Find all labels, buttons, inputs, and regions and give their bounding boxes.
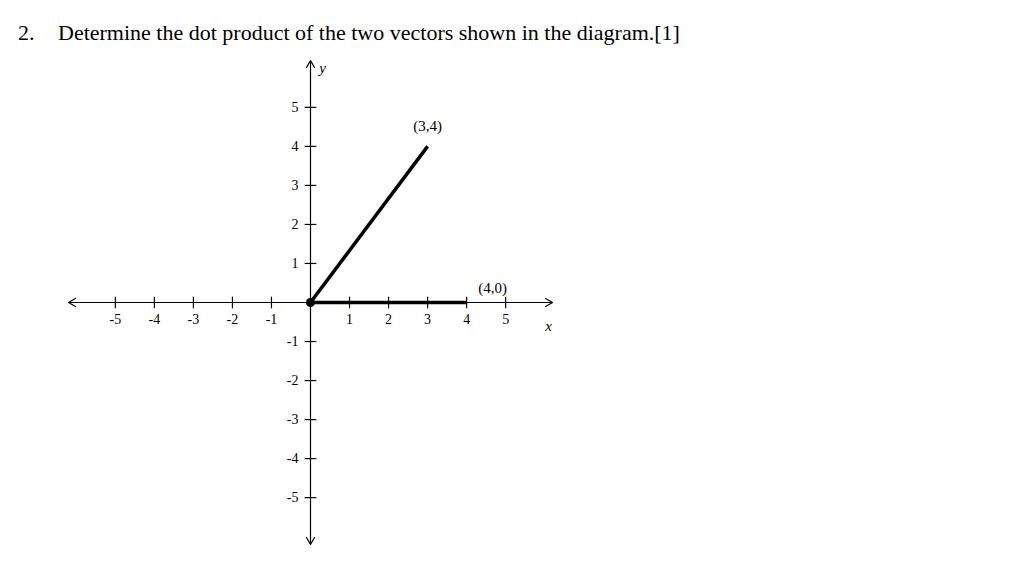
svg-text:2: 2 (385, 312, 392, 327)
html-text:2.: 2. (18, 20, 35, 45)
svg-text:-4: -4 (149, 312, 161, 327)
html-text:Determine the dot product of t: Determine the dot product of the two vec… (58, 20, 680, 45)
svg-text:1: 1 (346, 312, 353, 327)
svg-text:-5: -5 (110, 312, 122, 327)
svg-text:5: 5 (292, 100, 299, 115)
svg-text:3: 3 (424, 312, 431, 327)
svg-text:-5: -5 (287, 490, 299, 505)
svg-text:-3: -3 (287, 412, 299, 427)
svg-text:2: 2 (292, 217, 299, 232)
svg-text:(4,0): (4,0) (478, 280, 507, 297)
svg-text:y: y (317, 60, 326, 76)
svg-text:(3,4): (3,4) (413, 118, 442, 135)
svg-text:3: 3 (292, 178, 299, 193)
svg-text:x: x (544, 318, 552, 334)
svg-text:4: 4 (463, 312, 470, 327)
svg-text:1: 1 (292, 256, 299, 271)
svg-text:4: 4 (292, 139, 299, 154)
svg-text:-2: -2 (287, 373, 299, 388)
svg-text:5: 5 (502, 312, 509, 327)
svg-text:-1: -1 (266, 312, 278, 327)
svg-text:-4: -4 (287, 451, 299, 466)
svg-text:-3: -3 (188, 312, 200, 327)
svg-text:-2: -2 (227, 312, 239, 327)
svg-text:-1: -1 (287, 334, 299, 349)
